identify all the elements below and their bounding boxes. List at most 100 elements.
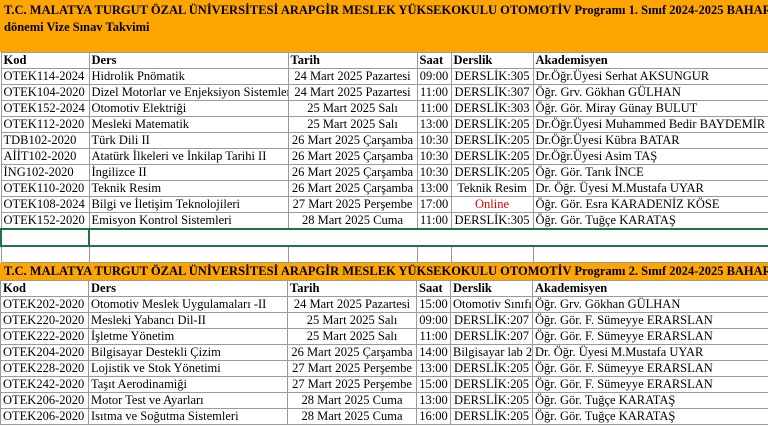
table-cell[interactable]: Öğr. Gör. F. Sümeyye ERARSLAN [532,312,768,329]
table-cell[interactable]: Mesleki Yabancı Dil-II [88,312,288,329]
table-cell[interactable]: OTEK242-2020 [0,376,89,393]
table-cell[interactable]: AİİT102-2020 [0,148,90,165]
table-cell[interactable]: 24 Mart 2025 Pazartesi [287,296,417,313]
table-cell[interactable]: İNG102-2020 [0,164,90,181]
table-cell[interactable]: 17:00 [416,196,452,213]
table-cell[interactable]: DERSLİK:205 [450,392,533,409]
table-cell[interactable]: 24 Mart 2025 Pazartesi [287,84,418,101]
column-header[interactable]: Akademisyen [532,280,768,297]
table-cell[interactable]: Öğr. Gör. Tuğçe KARATAŞ [532,212,768,230]
table-cell[interactable]: TDB102-2020 [0,132,90,149]
table-cell[interactable]: OTEK114-2024 [0,68,90,85]
table-cell[interactable]: Öğr. Gör. F. Sümeyye ERARSLAN [532,328,768,345]
selected-merged-cell[interactable] [88,228,768,247]
table-cell[interactable]: OTEK206-2020 [0,392,89,409]
table-cell[interactable]: Öğr. Gör. Tarık İNCE [532,164,768,181]
table-cell[interactable]: 26 Mart 2025 Çarşamba [287,180,418,197]
table-cell[interactable]: 15:00 [416,296,451,313]
empty-cell[interactable] [0,228,90,247]
table-cell[interactable]: Dizel Motorlar ve Enjeksiyon Sistemleri [88,84,289,101]
table-cell[interactable]: İngilizce II [88,164,289,181]
table-cell[interactable]: OTEK220-2020 [0,312,89,329]
table-cell[interactable]: DERSLİK:207 [450,312,533,329]
table-cell[interactable]: 28 Mart 2025 Cuma [287,408,417,425]
table-cell[interactable]: OTEK204-2020 [0,344,89,361]
table-cell[interactable]: 28 Mart 2025 Cuma [287,212,418,230]
table-cell[interactable]: 25 Mart 2025 Salı [287,328,417,345]
table-cell[interactable]: 15:00 [416,376,451,393]
table-cell[interactable]: Öğr. Gör. Esra KARADENİZ KÖSE [532,196,768,213]
table-cell[interactable]: 25 Mart 2025 Salı [287,312,417,329]
table-cell[interactable]: DERSLİK:303 [450,100,534,117]
table-cell[interactable]: 26 Mart 2025 Çarşamba [287,148,418,165]
column-header[interactable]: Ders [88,280,288,297]
column-header[interactable]: Derslik [450,280,533,297]
empty-cell[interactable] [287,245,418,263]
table-cell[interactable]: 10:30 [416,164,452,181]
column-header[interactable]: Kod [0,52,90,69]
table-cell[interactable]: Öğr. Grv. Gökhan GÜLHAN [532,296,768,313]
table-cell[interactable]: Lojistik ve Stok Yönetimi [88,360,288,377]
empty-cell[interactable] [88,245,289,263]
table-cell[interactable]: 28 Mart 2025 Cuma [287,392,417,409]
table-cell[interactable]: 11:00 [416,84,452,101]
table-cell[interactable]: DERSLİK:205 [450,132,534,149]
table-cell[interactable]: 11:00 [416,212,452,230]
table-cell[interactable]: DERSLİK:205 [450,408,533,425]
table-cell[interactable]: Otomotiv Sınıfı [450,296,533,313]
column-header[interactable]: Tarih [287,52,418,69]
table-cell[interactable]: 09:00 [416,312,451,329]
table-cell[interactable]: İşletme Yönetim [88,328,288,345]
table-cell[interactable]: Teknik Resim [450,180,534,197]
table-cell[interactable]: Öğr. Gör. F. Sümeyye ERARSLAN [532,360,768,377]
table-cell[interactable]: Öğr. Gör. Tuğçe KARATAŞ [532,392,768,409]
selected-empty-row[interactable] [0,228,768,247]
table-cell[interactable]: Dr.Öğr.Üyesi Serhat AKSUNGUR [532,68,768,85]
table-cell[interactable]: Bilgi ve İletişim Teknolojileri [88,196,289,213]
column-header[interactable]: Kod [0,280,89,297]
column-header[interactable]: Akademisyen [532,52,768,69]
table-cell[interactable]: 24 Mart 2025 Pazartesi [287,68,418,85]
table-cell[interactable]: DERSLİK:307 [450,84,534,101]
empty-cell[interactable] [532,245,768,263]
table-cell[interactable]: Öğr. Gör. Miray Günay BULUT [532,100,768,117]
table-cell[interactable]: Taşıt Aerodinamiği [88,376,288,393]
table-cell[interactable]: Atatürk İlkeleri ve İnkilap Tarihi II [88,148,289,165]
table-cell[interactable]: Dr.Öğr.Üyesi Kübra BATAR [532,132,768,149]
table-cell[interactable]: OTEK104-2020 [0,84,90,101]
table-cell[interactable]: 13:00 [416,116,452,133]
table-cell[interactable]: 14:00 [416,344,451,361]
table-cell[interactable]: 11:00 [416,328,451,345]
table-cell[interactable]: 26 Mart 2025 Çarşamba [287,132,418,149]
table-cell[interactable]: 10:30 [416,148,452,165]
table-cell[interactable]: 13:00 [416,360,451,377]
table-cell[interactable]: Dr. Öğr. Üyesi M.Mustafa UYAR [532,344,768,361]
table-cell[interactable]: DERSLİK:205 [450,164,534,181]
table-cell[interactable]: Otomotiv Meslek Uygulamaları -II [88,296,288,313]
empty-cell[interactable] [0,245,90,263]
table-cell[interactable]: DERSLİK:305 [450,68,534,85]
table-cell[interactable]: OTEK108-2024 [0,196,90,213]
table-cell[interactable]: Bilgisayar Destekli Çizim [88,344,288,361]
table-cell[interactable]: OTEK222-2020 [0,328,89,345]
table-cell[interactable]: Dr.Öğr.Üyesi Asim TAŞ [532,148,768,165]
table-cell[interactable]: DERSLİK:205 [450,376,533,393]
table-cell[interactable]: Öğr. Gör. Tuğçe KARATAŞ [532,408,768,425]
table-cell[interactable]: Motor Test ve Ayarları [88,392,288,409]
table-cell[interactable]: OTEK152-2020 [0,212,90,230]
table-cell[interactable]: 26 Mart 2025 Çarşamba [287,164,418,181]
table-cell[interactable]: OTEK206-2020 [0,408,89,425]
table-cell[interactable]: Dr. Öğr. Üyesi M.Mustafa UYAR [532,180,768,197]
table-cell[interactable]: Mesleki Matematik [88,116,289,133]
column-header[interactable]: Tarih [287,280,417,297]
table-cell[interactable]: Emisyon Kontrol Sistemleri [88,212,289,230]
column-header[interactable]: Derslik [450,52,534,69]
table-cell[interactable]: 13:00 [416,180,452,197]
table-cell[interactable]: DERSLİK:205 [450,360,533,377]
table-cell[interactable]: 11:00 [416,100,452,117]
table-cell[interactable]: OTEK152-2024 [0,100,90,117]
table-cell[interactable]: Öğr. Gör. F. Sümeyye ERARSLAN [532,376,768,393]
table-cell[interactable]: Otomotiv Elektriği [88,100,289,117]
table-cell[interactable]: 09:00 [416,68,452,85]
table-cell[interactable]: DERSLİK:305 [450,212,534,230]
